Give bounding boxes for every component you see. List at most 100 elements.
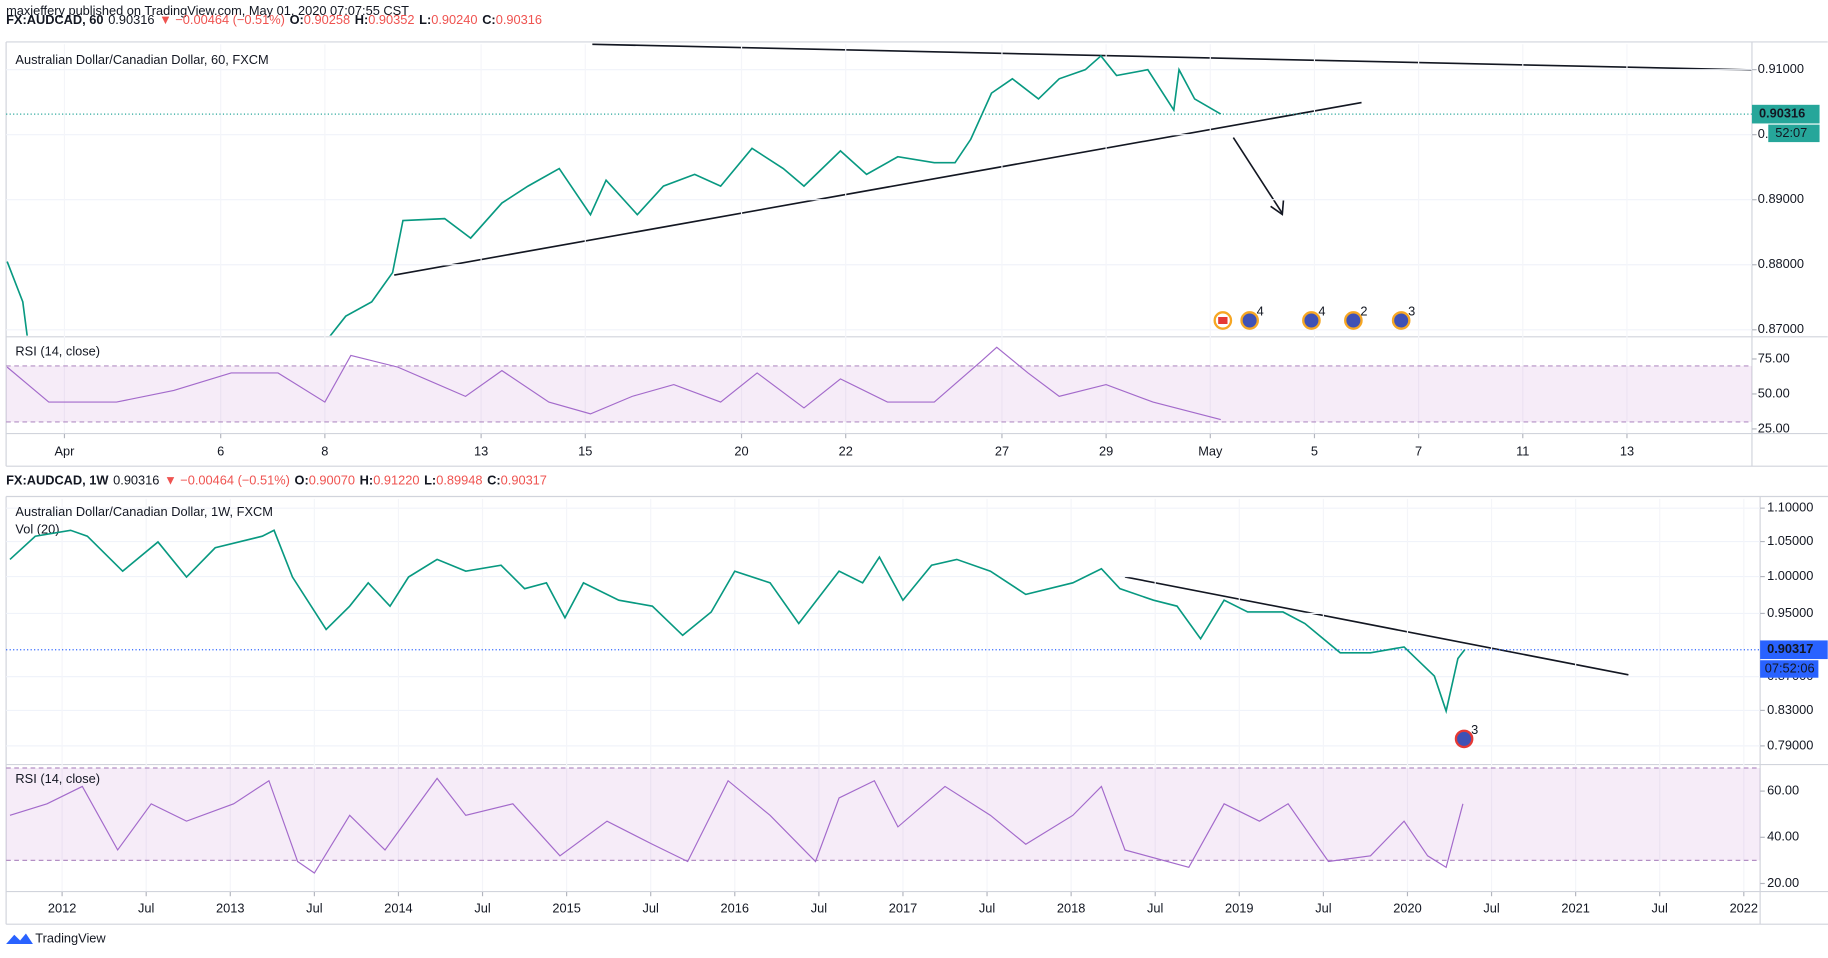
x-tick-label: 2018 [1057, 900, 1085, 915]
x-tick-label: 2015 [552, 900, 580, 915]
x-tick-label: 2016 [721, 900, 749, 915]
chart-title: Australian Dollar/Canadian Dollar, 60, F… [15, 52, 268, 67]
countdown-label: 07:52:06 [1765, 660, 1815, 675]
last-price-box [1760, 640, 1828, 660]
rsi-line [6, 346, 1221, 421]
x-tick-label: 7 [1415, 444, 1422, 459]
x-tick-label: Apr [54, 444, 75, 459]
trendline [592, 43, 1752, 71]
ohlc-label: O: [290, 12, 304, 27]
rsi-title: RSI (14, close) [15, 771, 100, 786]
price: 0.90316 [108, 12, 154, 27]
x-tick-label: 2013 [216, 900, 244, 915]
x-tick-label: Jul [306, 900, 322, 915]
x-tick-label: 20 [734, 444, 748, 459]
y-tick-label: 0.83000 [1767, 702, 1813, 717]
flag [1218, 317, 1228, 324]
event-icon [1344, 311, 1363, 330]
x-tick-label: 29 [1099, 444, 1113, 459]
y-tick-label: 1.05000 [1767, 533, 1813, 548]
y-tick-label: 0.87000 [1758, 321, 1804, 336]
event-icon [1391, 311, 1411, 330]
event-count: 4 [1318, 304, 1325, 319]
x-tick-label: Jul [138, 900, 154, 915]
arrow-head [1270, 200, 1285, 216]
ohlc-label: C: [487, 473, 501, 488]
y-tick-label: 1.10000 [1767, 500, 1813, 515]
ohlc-label: C: [482, 12, 496, 27]
footer: TradingView [6, 931, 106, 946]
event-count: 4 [1257, 304, 1264, 319]
ohlc-label: L: [419, 12, 431, 27]
chart-title: Australian Dollar/Canadian Dollar, 1W, F… [15, 504, 272, 519]
x-tick-label: 5 [1311, 444, 1318, 459]
rsi-tick-label: 20.00 [1767, 875, 1799, 890]
last-price-label: 0.90316 [1759, 106, 1805, 121]
x-tick-label: 2020 [1393, 900, 1421, 915]
x-tick-label: 2022 [1730, 900, 1758, 915]
rsi-line [9, 777, 1464, 874]
event-count: 3 [1471, 722, 1478, 737]
y-tick-label: 0.79000 [1767, 737, 1813, 752]
rsi-tick-label: 25.00 [1758, 420, 1790, 435]
x-tick-label: 13 [1620, 444, 1634, 459]
x-tick-label: 6 [217, 444, 224, 459]
event-icon [1454, 729, 1474, 749]
x-tick-label: Jul [1652, 900, 1668, 915]
x-tick-label: 2012 [48, 900, 76, 915]
rsi-band [6, 365, 1752, 422]
y-tick-label: 0.91000 [1758, 61, 1804, 76]
y-tick-label: 0.89000 [1758, 191, 1804, 206]
countdown-box [1760, 660, 1819, 678]
x-tick-label: Jul [811, 900, 827, 915]
x-tick-label: Jul [643, 900, 659, 915]
rsi-title: RSI (14, close) [15, 343, 100, 358]
chart-panel: FX:AUDCAD, 60 0.90316 ▼ −0.00464 (−0.51%) O… [5, 12, 1828, 467]
ohlc-value: 0.90240 [431, 12, 477, 27]
ohlc-header: FX:AUDCAD, 1W 0.90316 ▼ −0.00464 (−0.51%) O… [6, 473, 547, 488]
publisher: maxjeffery published on TradingView.com,… [6, 3, 409, 18]
ohlc-value: 0.91220 [373, 473, 419, 488]
price-line [9, 529, 1466, 715]
rsi-tick-label: 60.00 [1767, 782, 1799, 797]
countdown-box [1768, 124, 1820, 143]
x-tick-label: 8 [321, 444, 328, 459]
y-tick-label: 0.88000 [1758, 256, 1804, 271]
rsi-band [6, 768, 1761, 861]
ohlc-value: 0.90070 [309, 473, 355, 488]
x-tick-label: 11 [1516, 444, 1529, 459]
ohlc-value: 0.89948 [436, 473, 482, 488]
last-price-label: 0.90317 [1767, 641, 1813, 656]
rsi-tick-label: 75.00 [1758, 350, 1790, 365]
x-tick-label: 2014 [384, 900, 412, 915]
event-count: 2 [1360, 304, 1367, 319]
ohlc-value: 0.90352 [368, 12, 414, 27]
trendline [1124, 576, 1629, 676]
x-tick-label: 2019 [1225, 900, 1253, 915]
rsi-tick-label: 50.00 [1758, 385, 1790, 400]
y-tick-label: 0.95000 [1767, 605, 1813, 620]
x-tick-label: Jul [1483, 900, 1499, 915]
ohlc-value: 0.90316 [496, 12, 542, 27]
logo [6, 933, 33, 945]
ohlc-label: O: [295, 473, 309, 488]
x-tick-label: 22 [839, 444, 853, 459]
chart-panel: FX:AUDCAD, 1W 0.90316 ▼ −0.00464 (−0.51%) O… [5, 473, 1828, 925]
trendline [394, 101, 1362, 276]
x-tick-label: May [1198, 444, 1223, 459]
price: 0.90316 [113, 473, 159, 488]
arrow [1232, 137, 1283, 214]
symbol: FX:AUDCAD, 60 [6, 12, 103, 27]
event-icon [1302, 311, 1321, 330]
volume-title: Vol (20) [15, 522, 59, 537]
trendlines [394, 43, 1752, 676]
x-tick-label: Jul [1315, 900, 1331, 915]
x-tick-label: 2017 [889, 900, 917, 915]
ohlc-label: L: [424, 473, 436, 488]
x-tick-label: 15 [578, 444, 592, 459]
ohlc-header: FX:AUDCAD, 60 0.90316 ▼ −0.00464 (−0.51%) O… [6, 12, 542, 27]
y-tick-label: 1.00000 [1767, 568, 1813, 583]
rsi-tick-label: 40.00 [1767, 829, 1799, 844]
